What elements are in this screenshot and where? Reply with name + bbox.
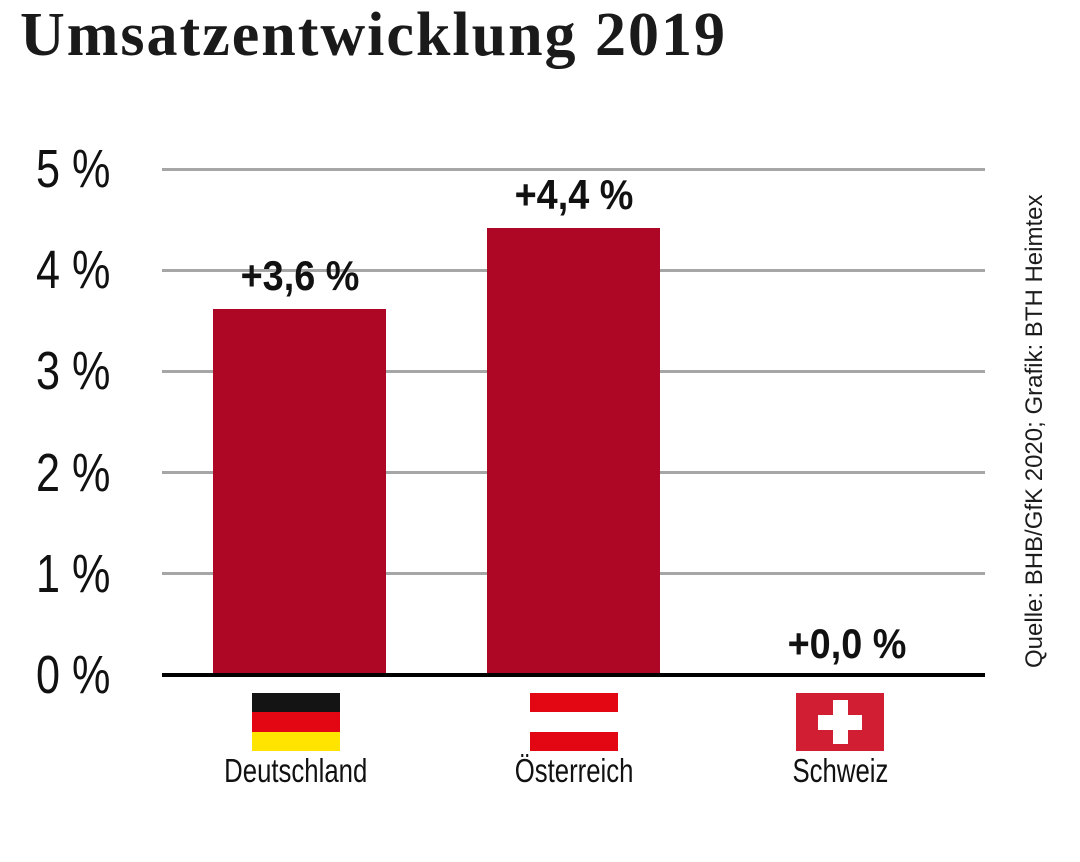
germany-flag-icon (252, 693, 340, 751)
category-text: Deutschland (224, 752, 368, 789)
germany-flag-red-stripe (252, 712, 340, 732)
bar-oesterreich (487, 227, 660, 677)
y-tick-label: 1 % (36, 543, 111, 604)
y-tick-label: 2 % (36, 442, 111, 503)
bar-value-text: +0,0 % (787, 620, 906, 667)
switzerland-flag-icon (796, 693, 884, 751)
bar-value-label-deutschland: +3,6 % (213, 251, 386, 299)
bar-deutschland (213, 308, 386, 677)
austria-flag-red-stripe (530, 693, 618, 713)
gridline (162, 167, 985, 171)
category-text: Schweiz (792, 752, 888, 789)
category-label-oesterreich: Österreich (474, 750, 674, 792)
y-tick-label: 3 % (36, 341, 111, 402)
y-tick-label: 4 % (36, 240, 111, 301)
bar-value-text: +3,6 % (240, 251, 359, 299)
category-label-deutschland: Deutschland (196, 750, 396, 792)
bar-value-text: +4,4 % (514, 170, 633, 218)
germany-flag-black-stripe (252, 693, 340, 713)
category-text: Österreich (514, 752, 634, 789)
germany-flag-gold-stripe (252, 731, 340, 751)
austria-flag-red-stripe (530, 731, 618, 751)
austria-flag-white-stripe (530, 712, 618, 732)
category-label-schweiz: Schweiz (740, 750, 940, 792)
bar-value-label-oesterreich: +4,4 % (487, 170, 660, 218)
y-tick-label: 0 % (36, 645, 111, 705)
x-axis-line (162, 673, 985, 677)
austria-flag-icon (530, 693, 618, 751)
source-credit: Quelle: BHB/GfK 2020; Grafik: BTH Heimte… (1021, 194, 1048, 669)
chart-title: Umsatzentwicklung 2019 (20, 1, 728, 69)
bar-value-label-schweiz: +0,0 % (760, 621, 933, 667)
swiss-cross-icon (818, 714, 862, 730)
y-tick-label: 5 % (36, 139, 111, 199)
